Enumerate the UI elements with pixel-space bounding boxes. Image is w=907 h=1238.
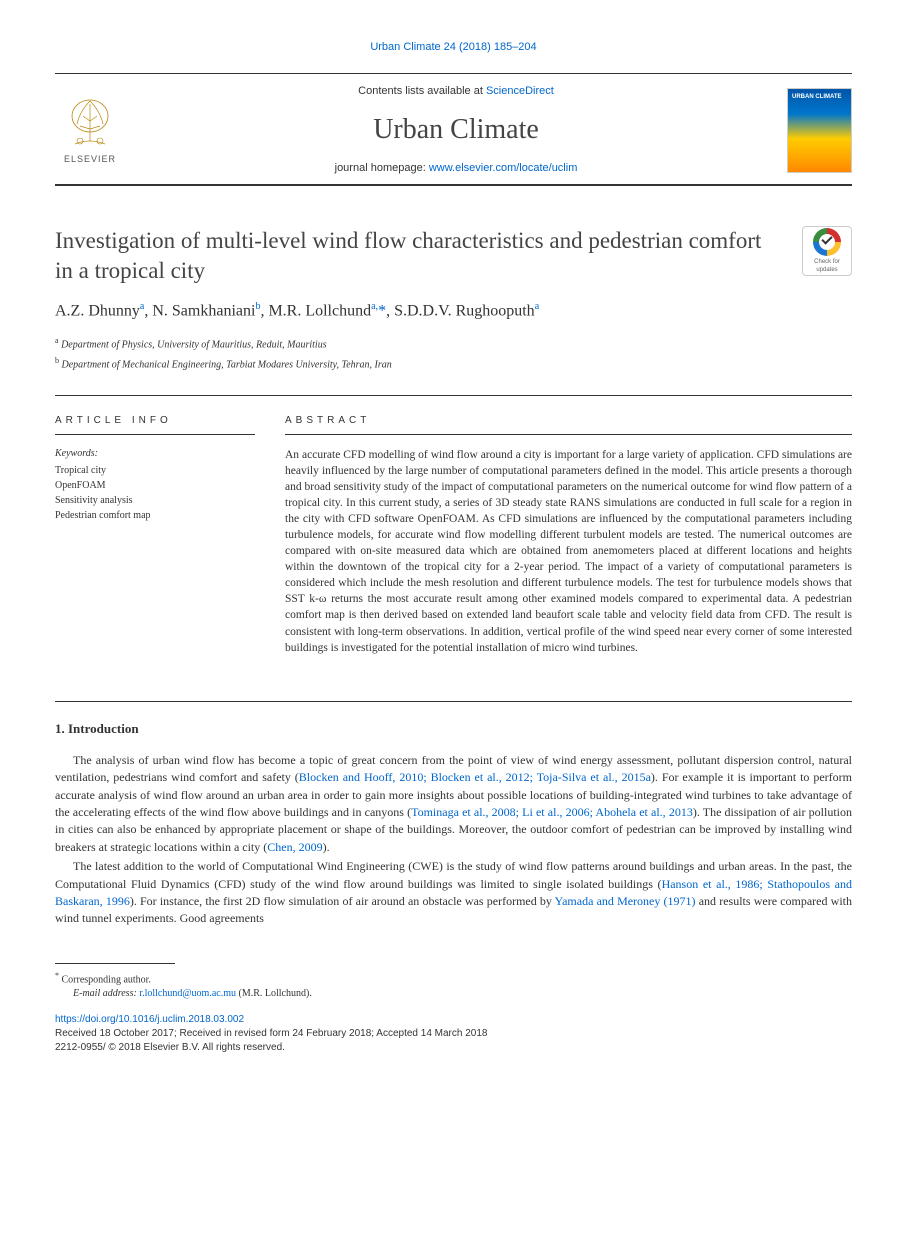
section-1-heading: 1. Introduction [55, 720, 852, 738]
article-info-col: ARTICLE INFO Keywords: Tropical cityOpen… [55, 414, 255, 656]
para1-text: ). [323, 840, 330, 854]
article-info-heading: ARTICLE INFO [55, 414, 255, 435]
abstract-heading: ABSTRACT [285, 414, 852, 435]
affiliation: b Department of Mechanical Engineering, … [55, 355, 852, 372]
intro-para-2: The latest addition to the world of Comp… [55, 858, 852, 928]
affiliation: a Department of Physics, University of M… [55, 335, 852, 352]
citation-line: Urban Climate 24 (2018) 185–204 [55, 40, 852, 55]
footnote-separator [55, 963, 175, 964]
homepage-line: journal homepage: www.elsevier.com/locat… [125, 161, 787, 176]
authors-line: A.Z. Dhunnya, N. Samkhanianib, M.R. Loll… [55, 300, 852, 323]
journal-name: Urban Climate [125, 110, 787, 149]
para2-text: ). For instance, the first 2D flow simul… [130, 894, 555, 908]
divider [55, 395, 852, 396]
citation-link[interactable]: Blocken and Hooff, 2010; Blocken et al.,… [299, 770, 651, 784]
journal-cover-thumbnail: URBAN CLIMATE [787, 88, 852, 173]
crossmark-icon [813, 228, 841, 256]
email-suffix: (M.R. Lollchund). [236, 988, 312, 999]
divider [55, 701, 852, 702]
sciencedirect-link[interactable]: ScienceDirect [486, 85, 554, 97]
dates-line: Received 18 October 2017; Received in re… [55, 1027, 852, 1041]
elsevier-label: ELSEVIER [64, 153, 116, 166]
elsevier-logo: ELSEVIER [55, 96, 125, 166]
email-label: E-mail address: [73, 988, 137, 999]
title-row: Investigation of multi-level wind flow c… [55, 226, 852, 286]
keyword-item: Sensitivity analysis [55, 493, 255, 508]
abstract-col: ABSTRACT An accurate CFD modelling of wi… [285, 414, 852, 656]
copyright-line: 2212-0955/ © 2018 Elsevier B.V. All righ… [55, 1041, 852, 1055]
abstract-text: An accurate CFD modelling of wind flow a… [285, 447, 852, 656]
corr-label: Corresponding author. [62, 974, 151, 985]
doi-link[interactable]: https://doi.org/10.1016/j.uclim.2018.03.… [55, 1013, 852, 1027]
email-line: E-mail address: r.lollchund@uom.ac.mu (M… [55, 987, 852, 1001]
contents-line: Contents lists available at ScienceDirec… [125, 84, 787, 99]
info-abstract-row: ARTICLE INFO Keywords: Tropical cityOpen… [55, 414, 852, 656]
corresponding-author: * Corresponding author. [55, 970, 852, 987]
check-updates-text: Check for updates [803, 258, 851, 275]
intro-para-1: The analysis of urban wind flow has beco… [55, 752, 852, 856]
keyword-item: Tropical city [55, 463, 255, 478]
elsevier-tree-icon [65, 96, 115, 151]
journal-header-box: ELSEVIER Contents lists available at Sci… [55, 73, 852, 186]
article-title: Investigation of multi-level wind flow c… [55, 226, 802, 286]
keyword-item: Pedestrian comfort map [55, 508, 255, 523]
citation-link[interactable]: Yamada and Meroney (1971) [555, 894, 696, 908]
citation-link[interactable]: Chen, 2009 [267, 840, 322, 854]
check-updates-badge[interactable]: Check for updates [802, 226, 852, 276]
keywords-label: Keywords: [55, 447, 255, 461]
contents-prefix: Contents lists available at [358, 85, 486, 97]
citation-link[interactable]: Tominaga et al., 2008; Li et al., 2006; … [411, 805, 693, 819]
homepage-link[interactable]: www.elsevier.com/locate/uclim [429, 162, 578, 174]
header-center: Contents lists available at ScienceDirec… [125, 84, 787, 176]
cover-label: URBAN CLIMATE [788, 89, 851, 105]
homepage-prefix: journal homepage: [335, 162, 429, 174]
keyword-item: OpenFOAM [55, 478, 255, 493]
email-link[interactable]: r.lollchund@uom.ac.mu [139, 988, 236, 999]
